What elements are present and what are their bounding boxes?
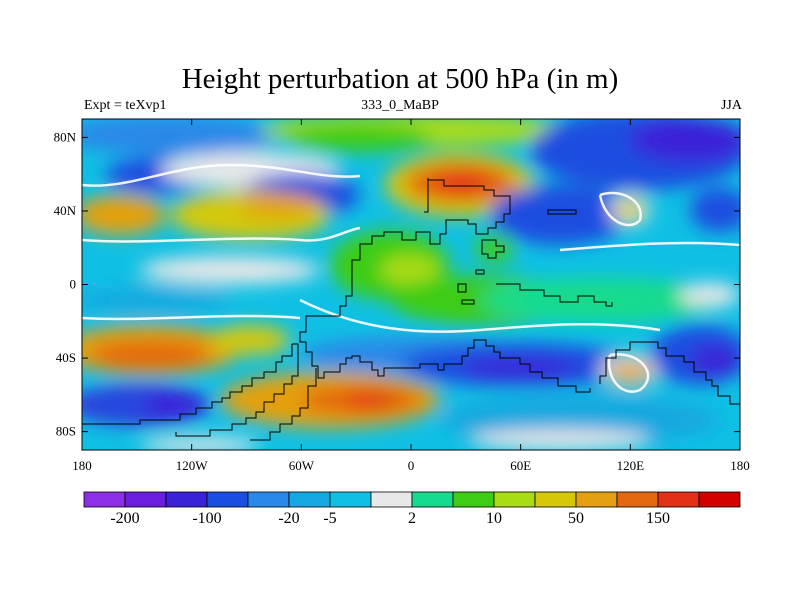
colorbar-label: 10	[486, 510, 502, 527]
colorbar-label: -5	[323, 510, 336, 527]
colorbar-label: -200	[110, 510, 139, 527]
x-tick-label: 60E	[510, 458, 531, 473]
colorbar-box	[206, 491, 249, 508]
y-tick-label: 80N	[54, 129, 77, 144]
x-tick-label: 120E	[617, 458, 645, 473]
y-axis: 80N 40N 0 40S 80S	[54, 129, 740, 439]
colorbar-label: 50	[568, 510, 584, 527]
colorbar-box	[657, 491, 700, 508]
colorbar-box	[165, 491, 208, 508]
period-label: 333_0_MaBP	[361, 98, 439, 113]
x-tick-label: 60W	[289, 458, 315, 473]
colorbar-box	[698, 491, 741, 508]
map-panel: 180 120W 60W 0 60E 120E 180 80N 40N 0 40S 80S	[54, 118, 750, 473]
colorbar-box	[83, 491, 126, 508]
y-tick-label: 80S	[56, 424, 76, 439]
colorbar-box	[575, 491, 618, 508]
colorbar-label: -100	[192, 510, 221, 527]
colorbar-box	[288, 491, 331, 508]
x-tick-label: 180	[72, 458, 92, 473]
colorbar-label: 150	[646, 510, 670, 527]
x-tick-label: 180	[730, 458, 750, 473]
colorbar-box	[452, 491, 495, 508]
colorbar-box	[124, 491, 167, 508]
colorbar-box	[329, 491, 372, 508]
x-tick-label: 120W	[176, 458, 209, 473]
x-tick-label: 0	[408, 458, 415, 473]
colorbar-box	[370, 491, 413, 508]
colorbar: -200 -100 -20 -5 2 10 50 150	[83, 491, 741, 527]
contour-field	[82, 119, 740, 450]
zero-contour	[82, 163, 740, 393]
y-tick-label: 0	[70, 277, 77, 292]
plot-title: Height perturbation at 500 hPa (in m)	[181, 63, 619, 95]
colorbar-box	[411, 491, 454, 508]
colorbar-label: 2	[408, 510, 416, 527]
colorbar-box	[534, 491, 577, 508]
colorbar-label: -20	[278, 510, 299, 527]
x-axis: 180 120W 60W 0 60E 120E 180	[72, 119, 750, 473]
coastlines	[82, 178, 740, 441]
colorbar-box	[616, 491, 659, 508]
season-label: JJA	[720, 98, 742, 113]
experiment-label: Expt = teXvp1	[84, 98, 167, 113]
colorbar-box	[247, 491, 290, 508]
y-tick-label: 40N	[54, 203, 77, 218]
y-tick-label: 40S	[56, 350, 76, 365]
colorbar-box	[493, 491, 536, 508]
